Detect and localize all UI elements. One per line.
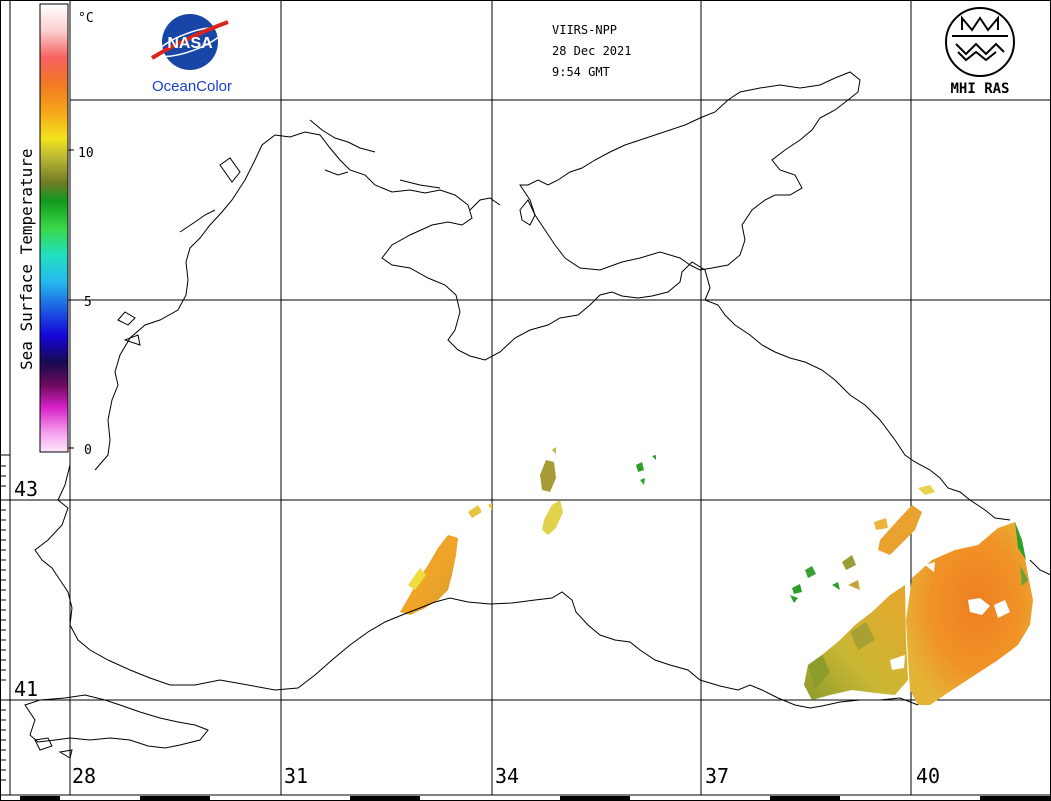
colorbar	[39, 3, 74, 453]
header-sensor: VIIRS-NPP	[552, 23, 617, 37]
lon-label-31: 31	[284, 764, 308, 788]
left-tick-scale	[0, 0, 11, 795]
oceancolor-label: OceanColor	[152, 78, 232, 95]
nasa-logo-text: NASA	[167, 35, 213, 52]
header-date: 28 Dec 2021	[552, 44, 631, 58]
bottom-tick-scale	[0, 794, 1051, 801]
mhi-ras-label: MHI RAS	[950, 81, 1009, 97]
lon-label-40: 40	[916, 764, 940, 788]
colorbar-unit: °C	[78, 11, 94, 26]
lat-label-41: 41	[14, 677, 38, 701]
lon-label-28: 28	[72, 764, 96, 788]
colorbar-tick-0: 0	[84, 443, 92, 458]
mhi-ras-logo	[945, 7, 1015, 77]
lon-label-37: 37	[705, 764, 729, 788]
sst-patch-west	[400, 535, 458, 615]
lon-label-34: 34	[495, 764, 519, 788]
sst-patch-east	[906, 522, 1033, 705]
nasa-logo: NASA	[150, 14, 229, 70]
lat-label-43: 43	[14, 477, 38, 501]
coastline	[24, 71, 1051, 759]
colorbar-title: Sea Surface Temperature	[17, 148, 36, 370]
sst-patch-central	[540, 460, 556, 492]
colorbar-tick-10: 10	[78, 146, 94, 161]
sst-data	[400, 447, 1033, 705]
header-time: 9:54 GMT	[552, 65, 610, 79]
colorbar-tick-5: 5	[84, 295, 92, 310]
